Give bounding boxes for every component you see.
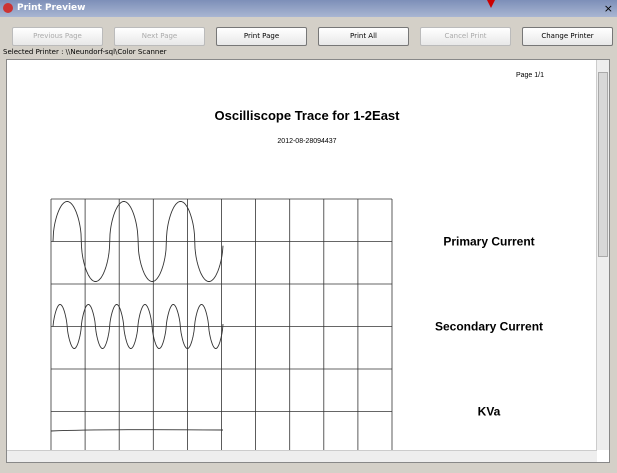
channel-labels: Primary Current Secondary Current KVa	[435, 235, 543, 419]
channel-label: KVa	[478, 405, 501, 419]
pointer-arrow	[487, 0, 495, 8]
toolbar-button[interactable]: Change Printer	[522, 27, 613, 46]
preview-page: Page 1/1 Oscilliscope Trace for 1-2East …	[50, 72, 544, 450]
title-bar: Print Preview ×	[0, 0, 617, 17]
app-icon	[3, 3, 13, 13]
close-button[interactable]: ×	[603, 2, 613, 15]
toolbar-button: Previous Page	[12, 27, 103, 46]
scroll-thumb[interactable]	[598, 72, 608, 257]
secondary-waveform	[52, 304, 224, 349]
toolbar-button[interactable]: Print All	[318, 27, 409, 46]
page-number: Page 1/1	[516, 72, 544, 79]
report-date: 2012-08-28094437	[277, 138, 336, 145]
printer-label: Selected Printer : \\Neundorf-sql\Color …	[3, 48, 167, 56]
kva-waveform	[50, 429, 224, 432]
preview-area: Page 1/1 Oscilliscope Trace for 1-2East …	[6, 59, 610, 463]
vertical-scrollbar[interactable]	[596, 60, 609, 450]
channel-label: Secondary Current	[435, 320, 543, 334]
report-title: Oscilliscope Trace for 1-2East	[215, 108, 401, 123]
channel-label: Primary Current	[443, 235, 534, 249]
window-title: Print Preview	[17, 3, 86, 13]
horizontal-scrollbar[interactable]	[7, 450, 597, 462]
toolbar-button[interactable]: Print Page	[216, 27, 307, 46]
waveforms	[50, 201, 224, 432]
toolbar-button: Next Page	[114, 27, 205, 46]
primary-waveform	[52, 201, 224, 282]
toolbar-button: Cancel Print	[420, 27, 511, 46]
trace-grid	[50, 198, 393, 450]
